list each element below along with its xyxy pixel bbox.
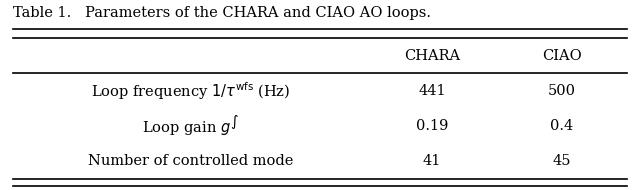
Text: 41: 41	[423, 154, 441, 168]
Text: Number of controlled mode: Number of controlled mode	[88, 154, 293, 168]
Text: 441: 441	[418, 84, 446, 98]
Text: 0.19: 0.19	[416, 119, 448, 133]
Text: Loop gain $g^{\int}$: Loop gain $g^{\int}$	[142, 114, 239, 138]
Text: Loop frequency $1/\tau^{\mathrm{wfs}}$ (Hz): Loop frequency $1/\tau^{\mathrm{wfs}}$ (…	[91, 80, 290, 102]
Text: CHARA: CHARA	[404, 49, 460, 63]
Text: 45: 45	[552, 154, 571, 168]
Text: 0.4: 0.4	[550, 119, 573, 133]
Text: CIAO: CIAO	[541, 49, 582, 63]
Text: Table 1.   Parameters of the CHARA and CIAO AO loops.: Table 1. Parameters of the CHARA and CIA…	[13, 6, 431, 20]
Text: 500: 500	[548, 84, 575, 98]
